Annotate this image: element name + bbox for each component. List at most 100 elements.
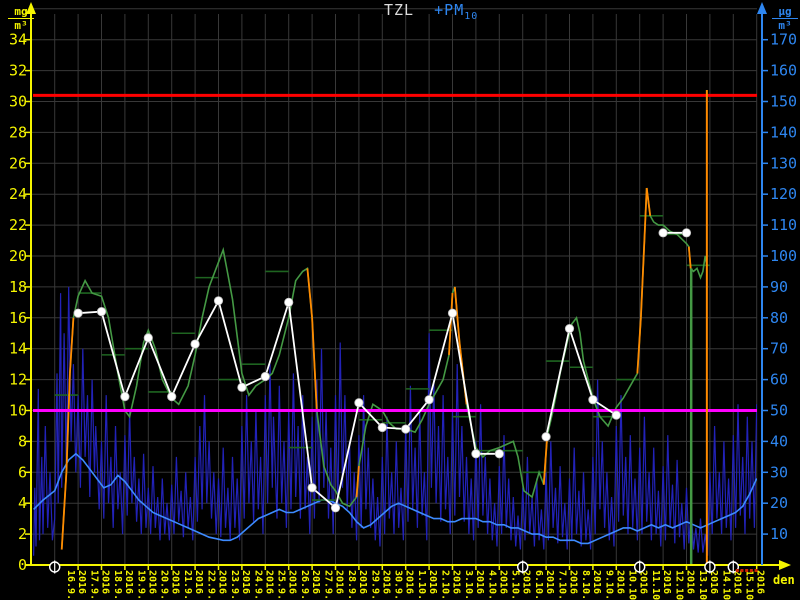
tzl-daily-marker — [658, 228, 668, 238]
invalid-data-dot — [740, 569, 744, 572]
right-axis-tick-label: 100 — [770, 247, 797, 265]
x-axis-date-label: 16.9. — [65, 570, 76, 600]
x-axis-date-label: 27.9. — [323, 570, 334, 600]
tzl-daily-marker — [143, 333, 153, 343]
right-axis-tick-label: 130 — [770, 154, 797, 172]
left-axis-tick-label: 0 — [18, 556, 27, 574]
tzl-daily-marker — [73, 308, 83, 318]
tzl-daily-marker — [377, 422, 387, 433]
tzl-daily-marker — [96, 307, 107, 317]
steep-segment — [311, 317, 318, 411]
x-axis-date-label: 8.10. — [580, 570, 591, 600]
tzl-daily-marker — [213, 296, 224, 306]
x-axis-year-label: 2016 — [708, 570, 719, 594]
right-axis-tick-label: 40 — [770, 432, 788, 450]
x-axis-date-label: 5.10. — [510, 570, 521, 600]
left-axis-tick-label: 24 — [9, 185, 27, 203]
steep-segment — [355, 466, 360, 498]
x-axis-year-label: 2016 — [614, 570, 625, 594]
x-axis-year-label: 2016 — [521, 570, 532, 594]
x-axis-year-label: 2016 — [661, 570, 672, 594]
x-axis-date-label: 20.9. — [159, 570, 170, 600]
left-axis-tick-label: 10 — [9, 402, 27, 420]
x-axis-year-label: 2016 — [170, 570, 181, 594]
x-axis-year-label: 2016 — [544, 570, 555, 594]
tzl-daily-marker — [237, 382, 247, 392]
x-axis-date-label: 3.10. — [463, 570, 474, 600]
left-axis-tick-label: 8 — [18, 432, 27, 450]
x-axis-date-label: 29.9. — [369, 570, 380, 600]
x-axis-year-label: 2016 — [497, 570, 508, 594]
left-axis-tick-label: 14 — [9, 340, 27, 358]
invalid-data-dot — [735, 569, 739, 572]
x-axis-date-label: 7.10. — [557, 570, 568, 600]
left-axis-tick-label: 6 — [18, 463, 27, 481]
left-axis-tick-label: 28 — [9, 123, 27, 141]
tzl-daily-marker — [307, 483, 317, 493]
steep-segment — [306, 268, 313, 318]
x-axis-year-label: 2016 — [123, 570, 134, 594]
x-axis-year-label: 2016 — [638, 570, 649, 594]
right-axis-arrow-icon — [757, 2, 767, 14]
x-axis-year-label: 2016 — [334, 570, 345, 594]
x-axis-date-label: 21.9. — [182, 570, 193, 600]
x-axis-arrow-icon — [779, 560, 791, 570]
left-axis-tick-label: 30 — [9, 93, 27, 111]
right-axis-tick-label: 60 — [770, 371, 788, 389]
x-axis-year-label: 2016 — [310, 570, 321, 594]
axes: 0246810121416182022242628303234102030405… — [9, 2, 797, 600]
steep-segment — [636, 317, 642, 374]
left-axis-tick-label: 12 — [9, 371, 27, 389]
x-axis-date-label: 9.10. — [603, 570, 614, 600]
steep-segment — [645, 187, 652, 216]
tzl-daily-marker — [284, 297, 294, 307]
left-axis-tick-label: 18 — [9, 278, 27, 296]
x-axis-date-label: 26.9. — [299, 570, 310, 600]
x-axis-year-label: 2016 — [193, 570, 204, 594]
right-axis-tick-label: 80 — [770, 309, 788, 327]
right-axis-tick-label: 150 — [770, 93, 797, 111]
x-axis-year-label: 2016 — [357, 570, 368, 594]
x-axis-date-label: 30.9. — [393, 570, 404, 600]
series-tzl-daily — [73, 228, 692, 513]
invalid-data-dot — [745, 569, 749, 572]
x-axis-year-label: 2016 — [287, 570, 298, 594]
invalid-data-dot — [749, 569, 753, 572]
tzl-daily-marker — [167, 391, 177, 402]
x-axis-year-label: 2016 — [685, 570, 696, 594]
right-axis-tick-label: 10 — [770, 525, 788, 543]
left-axis-arrow-icon — [26, 2, 36, 14]
right-axis-tick-label: 110 — [770, 216, 797, 234]
x-axis-year-label: 2016 — [380, 570, 391, 594]
x-axis-date-label: 12.10. — [674, 570, 685, 600]
x-axis-year-label: 2016 — [76, 570, 87, 594]
right-axis-tick-label: 50 — [770, 402, 788, 420]
x-axis-year-label: 2016 — [263, 570, 274, 594]
x-axis-date-label: 13.10. — [697, 570, 708, 600]
x-axis-date-label: 17.9. — [89, 570, 100, 600]
tzl-daily-marker — [330, 503, 341, 513]
tzl-daily-marker — [494, 449, 504, 459]
right-axis-tick-label: 70 — [770, 340, 788, 358]
left-axis-tick-label: 34 — [9, 31, 27, 49]
x-axis-date-label: 14.10. — [720, 570, 731, 600]
x-axis-date-label: 6.10. — [533, 570, 544, 600]
x-axis-date-label: 2.10. — [440, 570, 451, 600]
x-axis-date-label: 23.9. — [229, 570, 240, 600]
x-axis-date-label: 4.10. — [486, 570, 497, 600]
steep-segment — [448, 293, 454, 355]
x-axis-date-label: 1.10. — [416, 570, 427, 600]
tzl-daily-marker — [190, 339, 200, 349]
right-axis-tick-label: 30 — [770, 463, 788, 481]
tzl-daily-marker — [260, 371, 270, 382]
series-pm10-hourly — [60, 187, 708, 550]
steep-segment — [453, 286, 461, 343]
steep-segment — [65, 373, 71, 473]
x-axis-date-label: 18.9. — [112, 570, 123, 600]
x-axis-date-label: 15.10. — [744, 570, 755, 600]
x-axis-year-label: 2016 — [240, 570, 251, 594]
tzl-line-segment — [545, 325, 617, 437]
steep-segment — [643, 187, 648, 241]
x-axis-year-label: 2016 — [427, 570, 438, 594]
